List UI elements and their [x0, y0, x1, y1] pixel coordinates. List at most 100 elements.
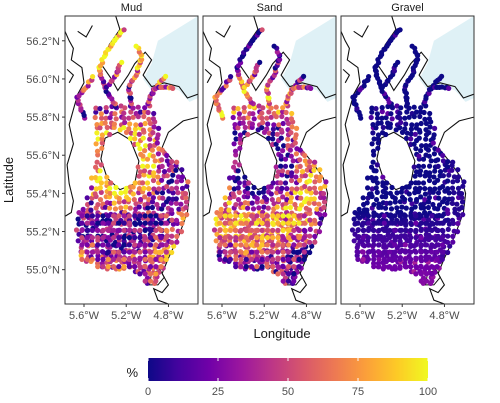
sample-point — [218, 206, 224, 212]
sample-point — [280, 235, 286, 241]
sample-point — [397, 256, 403, 262]
sample-point — [163, 220, 169, 226]
sample-point — [418, 213, 424, 219]
sample-point — [389, 184, 395, 191]
sample-point — [265, 94, 271, 100]
sample-point — [273, 141, 279, 147]
sample-point — [291, 242, 297, 248]
sample-point — [291, 256, 297, 262]
sample-point — [323, 179, 329, 185]
sample-point — [365, 242, 371, 248]
sample-point — [93, 186, 99, 192]
sample-point — [98, 111, 104, 117]
sample-point — [285, 136, 291, 142]
sample-point — [143, 143, 149, 149]
sample-point — [273, 164, 279, 170]
sample-point — [301, 220, 307, 226]
sample-point — [170, 85, 176, 91]
sample-point — [103, 115, 109, 121]
sample-point — [444, 207, 450, 213]
sample-point — [111, 249, 117, 255]
sample-point — [173, 196, 179, 202]
sample-point — [259, 213, 265, 219]
sample-point — [95, 136, 101, 142]
sample-point — [383, 115, 389, 121]
sample-point — [439, 227, 445, 233]
sample-point — [112, 111, 118, 117]
sample-point — [406, 191, 412, 197]
sample-point — [379, 105, 385, 111]
sample-point — [399, 204, 405, 210]
sample-point — [138, 122, 144, 128]
sample-point — [217, 249, 223, 255]
sample-point — [151, 163, 157, 169]
sample-point — [268, 105, 274, 111]
sample-point — [418, 242, 424, 248]
sample-point — [425, 204, 431, 211]
sample-point — [304, 196, 310, 202]
sample-point — [275, 169, 282, 175]
sample-point — [243, 220, 249, 226]
sample-point — [409, 201, 415, 207]
sample-point — [284, 197, 290, 203]
sample-point — [284, 191, 290, 197]
sample-point — [309, 243, 315, 249]
sample-point — [179, 212, 185, 218]
sample-point — [282, 156, 289, 162]
sample-point — [444, 200, 450, 206]
sample-point — [365, 175, 371, 181]
sample-point — [259, 110, 265, 116]
sample-point — [429, 271, 435, 277]
sample-point — [265, 135, 272, 141]
sample-point — [95, 227, 101, 233]
sample-point — [140, 135, 146, 141]
sample-point — [121, 235, 127, 241]
sample-point — [381, 235, 387, 241]
sample-point — [222, 249, 228, 255]
sample-point — [275, 213, 281, 219]
sample-point — [118, 205, 124, 211]
sample-point — [308, 85, 314, 91]
sample-point — [270, 220, 276, 226]
sample-point — [426, 195, 432, 201]
sample-point — [287, 199, 294, 205]
sample-point — [413, 220, 419, 226]
sample-point — [158, 235, 164, 241]
sample-point — [288, 90, 294, 96]
sample-point — [130, 191, 136, 197]
sample-point — [264, 227, 270, 233]
sample-point — [383, 190, 389, 196]
x-tick-label: 5.6°W — [207, 310, 238, 322]
sample-point — [285, 264, 292, 270]
sample-point — [426, 90, 432, 96]
sample-point — [73, 227, 80, 233]
sample-point — [183, 199, 190, 205]
sample-point — [434, 235, 440, 241]
sample-point — [276, 122, 282, 128]
sample-point — [307, 239, 313, 245]
sample-point — [274, 204, 280, 210]
sample-point — [232, 130, 238, 136]
sample-point — [285, 278, 292, 284]
sample-point — [388, 111, 394, 117]
sample-point — [237, 136, 243, 142]
sample-point — [371, 220, 377, 226]
sample-point — [450, 233, 456, 239]
sample-point — [116, 242, 122, 248]
sample-point — [431, 132, 437, 138]
sample-point — [383, 205, 389, 211]
sample-point — [379, 109, 385, 115]
sample-point — [395, 59, 401, 65]
sample-point — [254, 235, 260, 241]
sample-point — [426, 130, 432, 136]
sample-point — [283, 205, 289, 211]
sample-point — [429, 235, 435, 241]
sample-point — [360, 213, 366, 219]
sample-point — [149, 147, 155, 153]
x-tick-label: 4.8°W — [429, 310, 460, 322]
sample-point — [399, 185, 405, 191]
sample-point — [217, 242, 223, 248]
sample-point — [308, 221, 314, 227]
sample-point — [271, 201, 277, 207]
sample-point — [356, 206, 362, 212]
